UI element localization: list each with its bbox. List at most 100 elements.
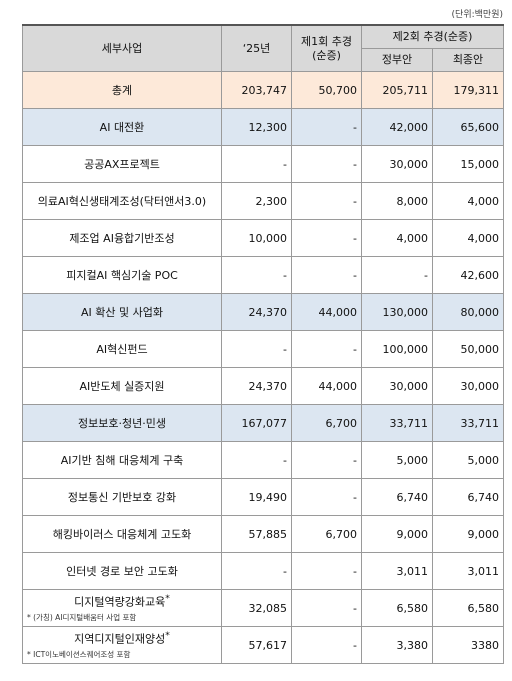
value-cell: 30,000	[361, 367, 433, 405]
row-label: AI혁신펀드	[96, 343, 148, 356]
row-label: 정보보호·청년·민생	[78, 417, 166, 430]
table-header: 세부사업 ‘25년 제1회 추경 (순증) 제2회 추경(순증) 정부안 최종안	[22, 24, 504, 72]
value-cell: 6,580	[432, 589, 504, 627]
value-cell: -	[291, 219, 362, 257]
header-cell: 정부안	[361, 48, 433, 72]
row-label: AI 확산 및 사업화	[81, 306, 163, 319]
value-cell: 57,617	[221, 626, 292, 664]
table-row: 총계 203,747 50,700 205,711 179,311	[22, 71, 504, 109]
value-cell: 9,000	[361, 515, 433, 553]
value-cell: -	[291, 441, 362, 479]
row-label: AI기반 침해 대응체계 구축	[60, 454, 184, 467]
table-row: 제조업 AI융합기반조성 10,000-4,000 4,000	[22, 219, 504, 257]
value-cell: -	[221, 145, 292, 183]
table-row: 피지컬AI 핵심기술 POC - - -42,600	[22, 256, 504, 294]
row-label-cell: 정보보호·청년·민생	[22, 404, 222, 442]
row-note: * (가칭) AI디지털배움터 사업 포함	[27, 612, 137, 622]
row-label: 공공AX프로젝트	[84, 158, 160, 171]
value-cell: -	[291, 626, 362, 664]
row-label-cell: AI기반 침해 대응체계 구축	[22, 441, 222, 479]
value-cell: -	[291, 108, 362, 146]
value-cell: 6,740	[432, 478, 504, 516]
value-cell: 30,000	[361, 145, 433, 183]
value-cell: 5,000	[432, 441, 504, 479]
row-label: 의료AI혁신생태계조성(닥터앤서3.0)	[37, 195, 207, 208]
table-row: AI기반 침해 대응체계 구축 - -5,000 5,000	[22, 441, 504, 479]
table-row: AI 대전환 12,300-42,000 65,600	[22, 108, 504, 146]
row-label: AI 대전환	[99, 121, 145, 134]
value-cell: 9,000	[432, 515, 504, 553]
value-cell: -	[291, 330, 362, 368]
row-label: AI반도체 실증지원	[79, 380, 165, 393]
header-cell: 제1회 추경 (순증)	[291, 24, 362, 72]
value-cell: -	[291, 182, 362, 220]
value-cell: 6,740	[361, 478, 433, 516]
value-cell: -	[221, 441, 292, 479]
row-label-cell: 제조업 AI융합기반조성	[22, 219, 222, 257]
row-label-cell: 디지털역량강화교육* * (가칭) AI디지털배움터 사업 포함	[22, 589, 222, 627]
value-cell: -	[291, 256, 362, 294]
value-cell: 6,580	[361, 589, 433, 627]
value-cell: 65,600	[432, 108, 504, 146]
table-body: 총계 203,747 50,700 205,711 179,311 AI 대전환 12,30…	[22, 71, 504, 664]
row-label: 피지컬AI 핵심기술 POC	[66, 269, 178, 282]
table-row: 디지털역량강화교육* * (가칭) AI디지털배움터 사업 포함 32,085-6,…	[22, 589, 504, 627]
row-label-cell: 의료AI혁신생태계조성(닥터앤서3.0)	[22, 182, 222, 220]
header-row: 세부사업 ‘25년 제1회 추경 (순증) 제2회 추경(순증)	[22, 24, 504, 72]
value-cell: 6,700	[291, 404, 362, 442]
value-cell: 4,000	[361, 219, 433, 257]
header-cell: ‘25년	[221, 24, 292, 72]
value-cell: -	[291, 552, 362, 590]
footnote-mark: *	[165, 593, 170, 605]
value-cell: 24,370	[221, 367, 292, 405]
footnote-mark: *	[165, 630, 170, 642]
value-cell: 4,000	[432, 219, 504, 257]
row-label-cell: 피지컬AI 핵심기술 POC	[22, 256, 222, 294]
table-row: 정보통신 기반보호 강화 19,490-6,740 6,740	[22, 478, 504, 516]
row-label: 총계	[111, 84, 133, 97]
value-cell: -	[221, 552, 292, 590]
table-row: 인터넷 경로 보안 고도화 - -3,011 3,011	[22, 552, 504, 590]
table-row: AI혁신펀드 - -100,000 50,000	[22, 330, 504, 368]
value-cell: -	[291, 589, 362, 627]
value-cell: 203,747	[221, 71, 292, 109]
value-cell: 4,000	[432, 182, 504, 220]
row-label-cell: 공공AX프로젝트	[22, 145, 222, 183]
value-cell: -	[291, 478, 362, 516]
row-label: 정보통신 기반보호 강화	[67, 491, 177, 504]
value-cell: 130,000	[361, 293, 433, 331]
value-cell: 42,000	[361, 108, 433, 146]
row-label: 디지털역량강화교육	[74, 595, 166, 609]
header-line: (순증)	[312, 48, 341, 62]
value-cell: 57,885	[221, 515, 292, 553]
row-note: * ICT이노베이션스퀘어조성 포함	[27, 649, 131, 659]
value-cell: 44,000	[291, 367, 362, 405]
table-row: AI 확산 및 사업화 24,370 44,000 130,000 80,000	[22, 293, 504, 331]
row-label-cell: AI 대전환	[22, 108, 222, 146]
value-cell: 100,000	[361, 330, 433, 368]
value-cell: 32,085	[221, 589, 292, 627]
value-cell: -	[221, 330, 292, 368]
row-label: 제조업 AI융합기반조성	[69, 232, 175, 245]
value-cell: 24,370	[221, 293, 292, 331]
value-cell: 3,380	[361, 626, 433, 664]
table-row: 의료AI혁신생태계조성(닥터앤서3.0) 2,300-8,000 4,000	[22, 182, 504, 220]
value-cell: 167,077	[221, 404, 292, 442]
value-cell: 44,000	[291, 293, 362, 331]
table-row: 해킹바이러스 대응체계 고도화 57,885 6,700 9,000 9,000	[22, 515, 504, 553]
header-cell: 제2회 추경(순증)	[361, 24, 504, 49]
value-cell: 8,000	[361, 182, 433, 220]
value-cell: -	[291, 145, 362, 183]
value-cell: 30,000	[432, 367, 504, 405]
value-cell: 5,000	[361, 441, 433, 479]
row-label-cell: 지역디지털인재양성* * ICT이노베이션스퀘어조성 포함	[22, 626, 222, 664]
value-cell: 6,700	[291, 515, 362, 553]
unit-label: (단위:백만원)	[451, 10, 503, 20]
row-label: 인터넷 경로 보안 고도화	[66, 565, 178, 578]
value-cell: -	[221, 256, 292, 294]
row-label: 지역디지털인재양성	[74, 632, 166, 646]
value-cell: 179,311	[432, 71, 504, 109]
value-cell: 2,300	[221, 182, 292, 220]
value-cell: 3380	[432, 626, 504, 664]
value-cell: 33,711	[361, 404, 433, 442]
